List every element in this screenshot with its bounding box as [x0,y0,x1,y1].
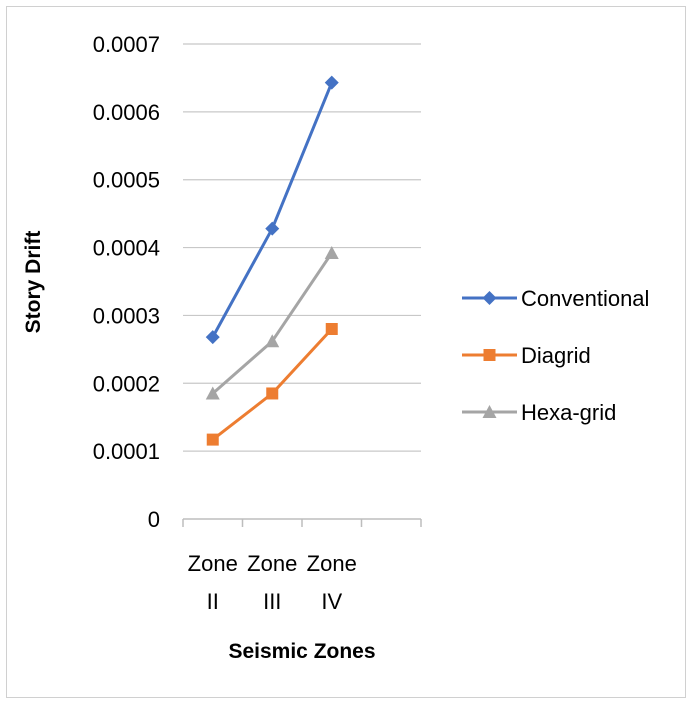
y-tick-label: 0.0005 [93,168,160,193]
legend: Conventional Diagrid Hexa-grid [462,286,649,425]
y-tick-label: 0.0001 [93,439,160,464]
y-tick-label: 0.0003 [93,303,160,328]
axes [182,518,422,527]
x-tick-label: IV [321,589,342,614]
legend-label: Diagrid [521,343,591,368]
data-point [324,75,339,90]
x-tick-label: II [207,589,219,614]
x-axis-title: Seismic Zones [228,640,375,663]
data-point [265,221,280,236]
data-point [482,291,497,305]
tick-labels: 0 0.0001 0.0002 0.0003 0.0004 0.0005 0.0006 0.0… [93,32,357,614]
series-line [211,251,334,395]
y-tick-label: 0.0007 [93,32,160,57]
data-point [266,387,279,400]
series-layer [205,75,339,446]
x-tick-label: Zone [307,551,357,576]
data-point [205,330,220,345]
series-line [211,81,334,339]
x-tick-label: Zone [188,551,238,576]
y-axis-title: Story Drift [22,231,45,334]
y-tick-label: 0.0004 [93,236,160,261]
data-point [206,433,219,446]
y-tick-label: 0 [148,507,160,532]
data-point [325,323,338,335]
data-point [265,334,280,348]
data-point [483,349,496,361]
y-tick-label: 0.0006 [93,100,160,125]
data-point [205,386,220,400]
legend-label: Hexa-grid [521,400,616,425]
x-tick-label: Zone [247,551,297,576]
x-tick-label: III [263,589,281,614]
chart-frame [6,6,686,698]
data-point [482,405,497,418]
legend-label: Conventional [521,286,649,311]
data-point [324,246,339,259]
y-tick-label: 0.0002 [93,371,160,396]
